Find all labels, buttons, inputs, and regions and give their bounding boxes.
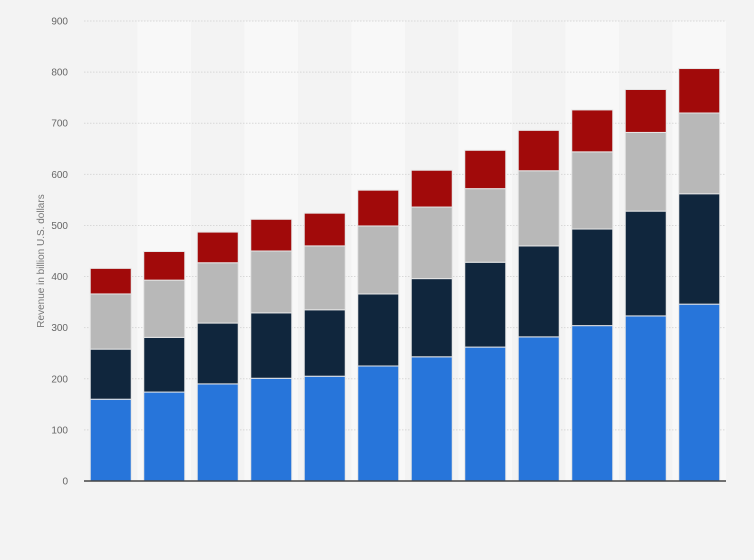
bar-segment <box>196 383 239 482</box>
bar-segment <box>143 251 186 281</box>
bar-segment <box>678 112 721 195</box>
bar-segment <box>89 348 132 400</box>
bar-segment <box>571 325 614 482</box>
bar-segment <box>303 375 346 482</box>
bar-segment <box>89 293 132 350</box>
bar-segment <box>624 131 667 212</box>
y-tick-label: 0 <box>62 477 68 488</box>
bar-segment <box>303 309 346 377</box>
y-tick-label: 500 <box>51 221 68 232</box>
bar-segment <box>624 315 667 482</box>
bar-segment <box>571 109 614 153</box>
y-axis-label: Revenue in billion U.S. dollars <box>36 194 47 327</box>
bar-segment <box>250 250 293 314</box>
bar-segment <box>303 245 346 311</box>
bar-segment <box>357 365 400 482</box>
y-tick-label: 700 <box>51 119 68 130</box>
bar-segment <box>303 212 346 247</box>
bar-segment <box>250 312 293 379</box>
bar-segment <box>357 293 400 367</box>
bar-segment <box>464 346 507 482</box>
bar-segment <box>517 245 560 338</box>
bar-segment <box>196 231 239 264</box>
bar-segment <box>517 170 560 247</box>
bar-segment <box>517 129 560 172</box>
bar-segment <box>357 225 400 295</box>
y-tick-label: 200 <box>51 374 68 385</box>
bar-segment <box>571 228 614 327</box>
y-tick-label: 800 <box>51 68 68 79</box>
bar-segment <box>464 188 507 263</box>
bar-segment <box>89 398 132 482</box>
bar-segment <box>678 303 721 482</box>
bar-segment <box>624 88 667 133</box>
bar-segment <box>410 356 453 482</box>
y-tick-label: 300 <box>51 323 68 334</box>
bar-segment <box>196 262 239 324</box>
bar-segment <box>571 151 614 230</box>
bar-segment <box>357 189 400 227</box>
bar-segment <box>464 261 507 348</box>
bar-segment <box>624 210 667 317</box>
bar-segment <box>250 218 293 252</box>
bar-segment <box>196 322 239 385</box>
gridlines <box>84 20 726 431</box>
bar-segment <box>678 68 721 114</box>
bar-segment <box>678 193 721 305</box>
y-tick-label: 100 <box>51 425 68 436</box>
y-tick-label: 400 <box>51 272 68 283</box>
bar-segment <box>250 377 293 482</box>
y-tick-label: 900 <box>51 17 68 28</box>
bar-segment <box>143 391 186 482</box>
bar-segment <box>410 278 453 358</box>
bar-segment <box>410 169 453 208</box>
y-tick-label: 600 <box>51 170 68 181</box>
bar-segment <box>89 267 132 295</box>
bar-segment <box>143 336 186 393</box>
bar-segment <box>143 279 186 338</box>
bar-segment <box>410 206 453 280</box>
bars <box>89 68 721 482</box>
bar-segment <box>517 336 560 482</box>
y-axis-ticks: 0 100 200 300 400 500 600 700 800 900 <box>51 17 68 488</box>
bar-segment <box>464 149 507 190</box>
